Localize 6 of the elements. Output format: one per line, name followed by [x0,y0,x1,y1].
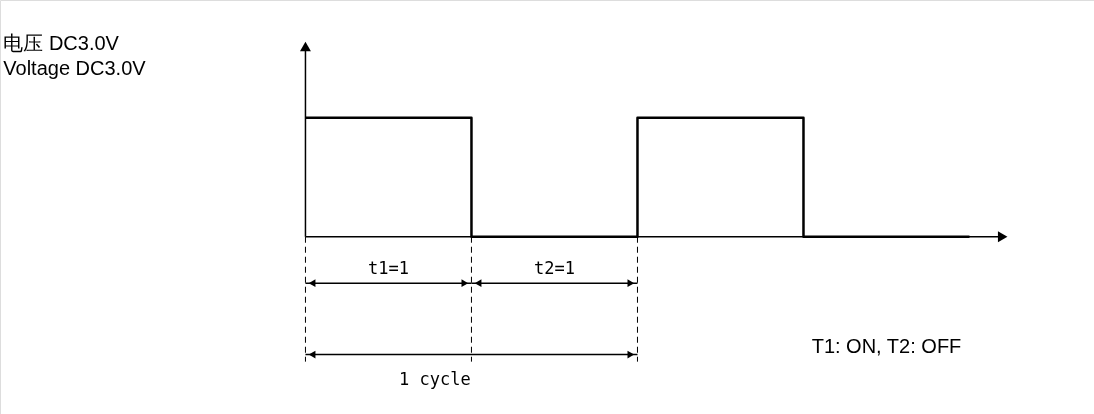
text: T1: ON, T2: OFF [811,335,962,358]
text: t2=1 [533,257,575,278]
text: t1=1 [367,257,409,278]
text: 1 cycle [399,368,471,389]
text: 电压 DC3.0V [3,32,120,55]
text: Voltage DC3.0V [3,57,147,79]
